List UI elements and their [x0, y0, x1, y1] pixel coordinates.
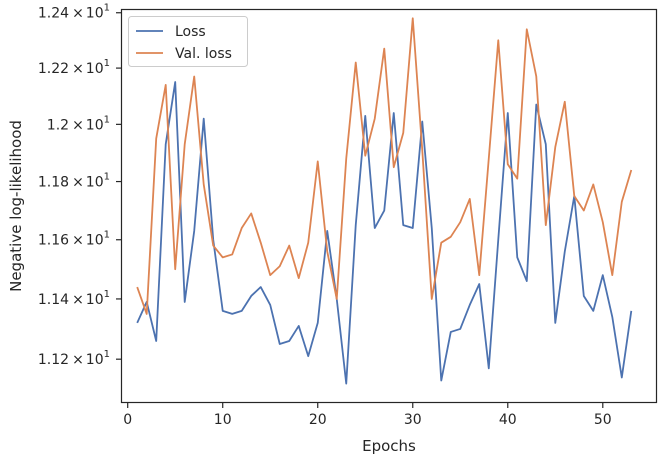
x-axis-label: Epochs	[362, 437, 416, 455]
y-tick-label: 1.18 × 101	[38, 172, 110, 191]
y-axis-label: Negative log-likelihood	[7, 120, 25, 292]
y-tick-mantissa: 1.18	[38, 175, 69, 191]
y-tick-times: ×	[72, 233, 84, 249]
x-tick-label: 0	[123, 412, 132, 428]
x-tick-label: 20	[309, 412, 327, 428]
legend-box	[128, 16, 248, 67]
legend-label-val-loss: Val. loss	[175, 46, 232, 62]
legend-label-loss: Loss	[175, 24, 206, 40]
y-tick-exponent: 1	[104, 289, 110, 300]
y-tick-label: 1.16 × 101	[38, 230, 110, 249]
y-tick-exponent: 1	[104, 172, 110, 183]
y-tick-exponent: 1	[104, 114, 110, 125]
plot-frame	[120, 8, 658, 404]
y-tick-base: 10	[86, 292, 104, 308]
x-tick-label: 10	[214, 412, 232, 428]
series-line-val-loss	[136, 17, 633, 315]
x-tick-label: 40	[499, 412, 517, 428]
y-tick-times: ×	[72, 175, 84, 191]
y-tick-times: ×	[72, 6, 84, 22]
y-tick-base: 10	[86, 61, 104, 77]
y-tick-exponent: 1	[104, 3, 110, 14]
y-tick-mantissa: 1.12	[38, 352, 69, 368]
x-tick-label: 50	[594, 412, 612, 428]
x-tick-label: 30	[404, 412, 422, 428]
y-tick-exponent: 1	[104, 230, 110, 241]
y-tick-mantissa: 1.14	[38, 292, 69, 308]
y-tick-base: 10	[86, 233, 104, 249]
y-tick-base: 10	[86, 352, 104, 368]
y-tick-label: 1.14 × 101	[38, 289, 110, 308]
y-tick-exponent: 1	[104, 349, 110, 360]
y-tick-mantissa: 1.22	[38, 61, 69, 77]
y-tick-base: 10	[86, 6, 104, 22]
y-tick-times: ×	[72, 292, 84, 308]
y-tick-base: 10	[86, 117, 104, 133]
y-tick-mantissa: 1.16	[38, 233, 69, 249]
y-tick-label: 1.24 × 101	[38, 3, 110, 22]
y-tick-mantissa: 1.24	[38, 6, 69, 22]
y-tick-mantissa: 1.2	[47, 117, 69, 133]
series-layer	[136, 17, 633, 385]
y-tick-times: ×	[72, 61, 84, 77]
y-tick-label: 1.2 × 101	[47, 114, 110, 133]
x-axis-ticks: 0 10 20 30 40 50	[123, 402, 612, 428]
y-tick-times: ×	[72, 117, 84, 133]
y-tick-times: ×	[72, 352, 84, 368]
y-tick-label: 1.12 × 101	[38, 349, 110, 368]
y-tick-exponent: 1	[104, 58, 110, 69]
legend: Loss Val. loss	[128, 16, 248, 67]
y-tick-base: 10	[86, 175, 104, 191]
y-tick-label: 1.22 × 101	[38, 58, 110, 77]
